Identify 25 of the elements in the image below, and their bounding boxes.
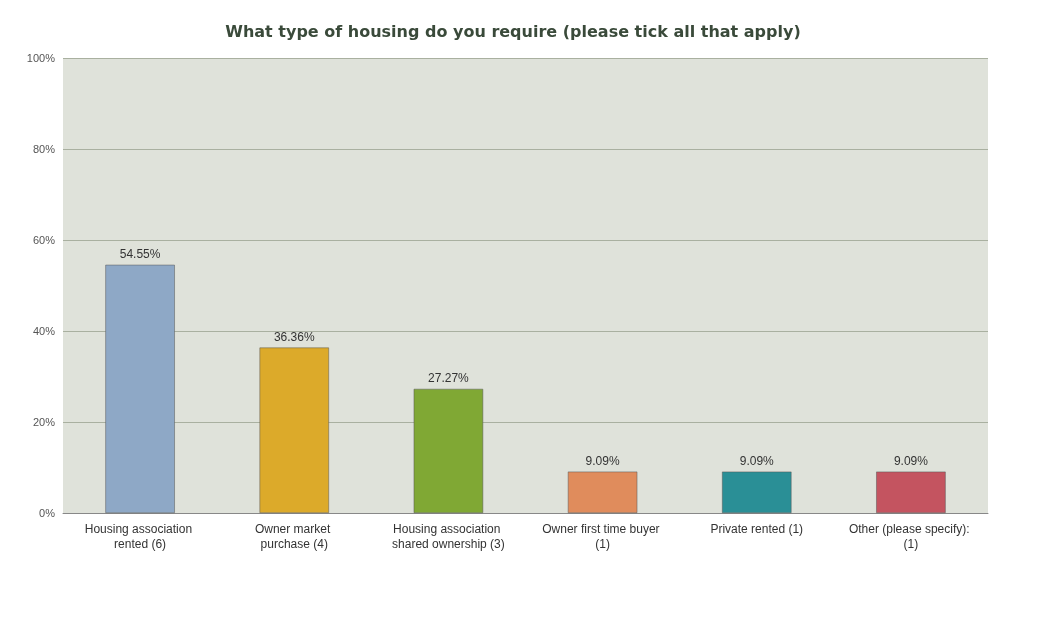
y-tick-label: 60% bbox=[32, 234, 56, 246]
bar bbox=[876, 471, 946, 513]
x-tick-label: Other (please specify): (1) bbox=[848, 521, 973, 551]
bar bbox=[259, 347, 329, 513]
data-label: 54.55% bbox=[119, 246, 161, 261]
x-tick-label: Housing association shared ownership (3) bbox=[392, 521, 505, 551]
y-tick-label: 80% bbox=[32, 143, 56, 155]
y-tick-label: 0% bbox=[39, 507, 56, 519]
x-tick-label: Owner market purchase (4) bbox=[254, 521, 334, 551]
data-label: 9.09% bbox=[585, 453, 620, 468]
bar bbox=[567, 471, 638, 513]
x-tick-label: Housing association rented (6) bbox=[84, 521, 196, 551]
x-tick-label: Owner first time buyer (1) bbox=[542, 521, 663, 551]
bar bbox=[105, 264, 175, 513]
chart-title: What type of housing do you require (please tick all that apply) bbox=[225, 21, 801, 41]
data-label: 9.09% bbox=[739, 453, 775, 468]
y-tick-label: 20% bbox=[32, 416, 56, 428]
x-tick-label: Private rented (1) bbox=[710, 521, 804, 536]
bar bbox=[722, 471, 792, 513]
bar bbox=[413, 388, 484, 513]
data-label: 36.36% bbox=[273, 329, 315, 344]
data-label: 9.09% bbox=[893, 453, 929, 468]
y-tick-label: 40% bbox=[32, 325, 56, 337]
y-tick-label: 100% bbox=[26, 52, 56, 64]
data-label: 27.27% bbox=[428, 370, 470, 385]
